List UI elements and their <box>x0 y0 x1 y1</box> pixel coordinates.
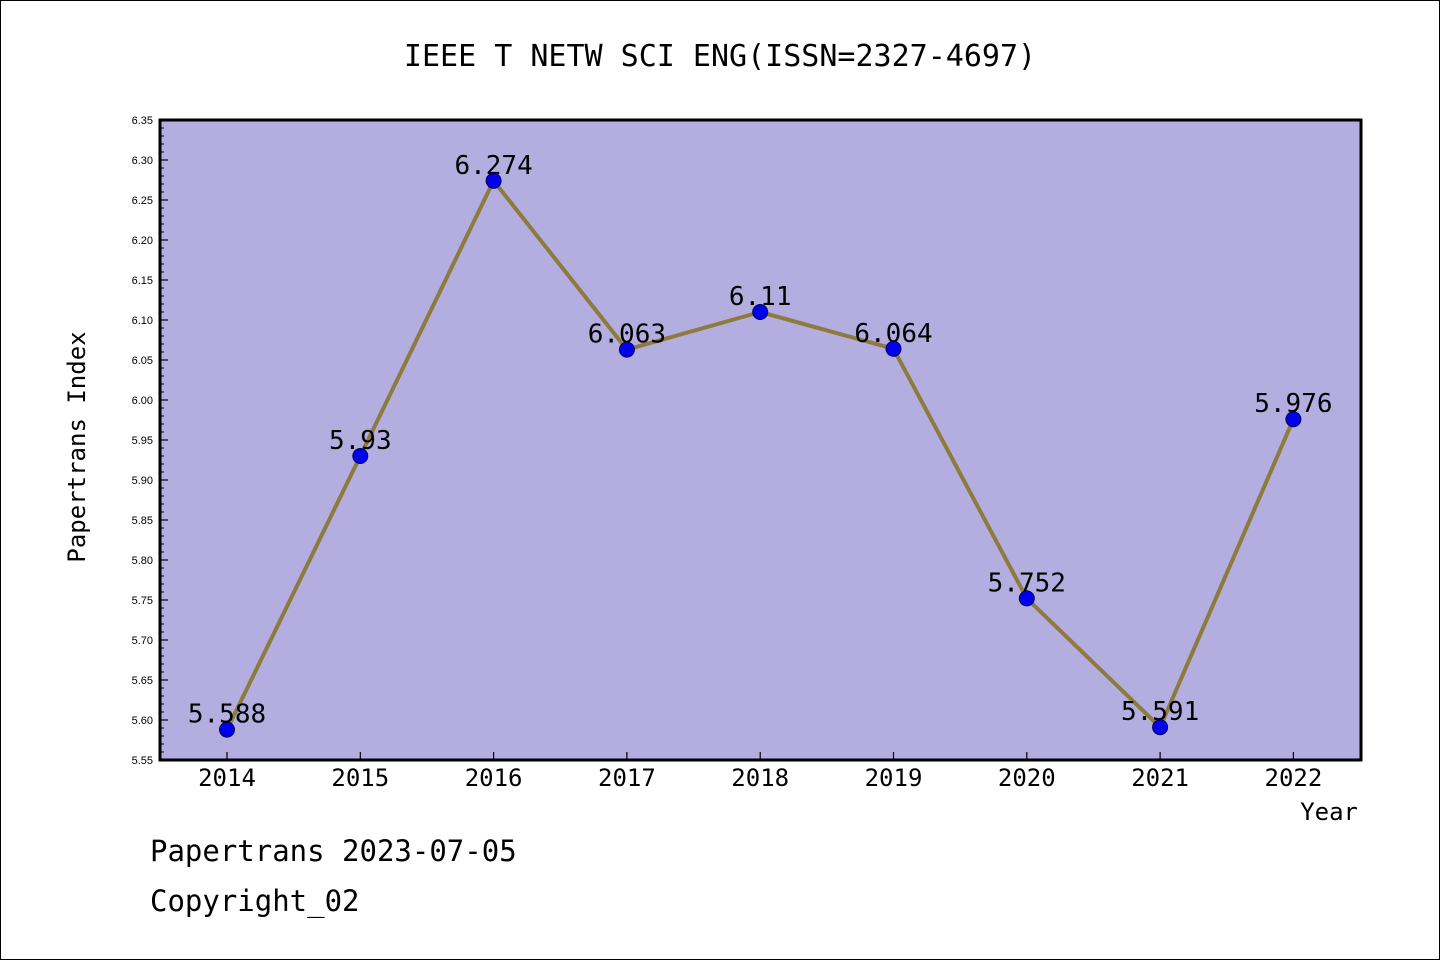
data-label: 6.063 <box>588 320 666 350</box>
data-label: 6.11 <box>729 282 792 312</box>
data-point <box>885 340 902 357</box>
y-tick-label: 5.75 <box>132 595 153 607</box>
chart-title: IEEE T NETW SCI ENG(ISSN=2327-4697) <box>404 39 1036 74</box>
y-axis-label: Papertrans Index <box>63 331 91 562</box>
y-tick-label: 5.85 <box>132 515 153 527</box>
x-tick-label: 2020 <box>998 764 1056 792</box>
y-tick-label: 5.80 <box>132 555 153 567</box>
plot-area <box>158 118 1363 762</box>
data-point <box>219 721 235 738</box>
y-tick-label: 6.10 <box>132 315 153 327</box>
data-point <box>1018 590 1035 607</box>
data-point <box>1285 411 1302 428</box>
x-tick-label: 2016 <box>465 764 523 792</box>
data-point <box>618 341 635 358</box>
data-label: 5.976 <box>1254 389 1332 419</box>
y-tick-label: 6.20 <box>132 235 153 247</box>
data-label: 5.752 <box>988 568 1066 598</box>
data-point <box>1152 719 1169 736</box>
y-tick-label: 6.30 <box>132 155 153 167</box>
x-axis-ticks: 2014 2015 2016 2017 2018 2019 2020 2021 2022 <box>198 752 1322 792</box>
x-tick-label: 2014 <box>198 764 256 792</box>
y-tick-label: 6.15 <box>132 275 153 287</box>
y-tick-label: 5.90 <box>132 475 153 487</box>
y-tick-label: 5.95 <box>132 435 153 447</box>
data-label: 6.274 <box>454 151 532 181</box>
x-tick-label: 2018 <box>731 764 789 792</box>
data-label: 5.93 <box>329 426 392 456</box>
y-tick-label: 6.05 <box>132 355 153 367</box>
y-tick-label: 6.25 <box>132 195 153 207</box>
x-tick-label: 2017 <box>598 764 656 792</box>
x-tick-label: 2022 <box>1265 764 1323 792</box>
x-axis-label: Year <box>1300 798 1358 826</box>
series-group: 5.588 5.93 6.274 6.063 6.11 6.064 5.752 5.591 5.… <box>188 151 1333 738</box>
footer-copyright: Copyright_02 <box>150 884 360 918</box>
y-tick-label: 5.70 <box>132 635 153 647</box>
x-tick-label: 2015 <box>331 764 389 792</box>
data-label: 5.591 <box>1121 697 1199 727</box>
data-point <box>485 172 502 189</box>
data-label: 6.064 <box>854 319 932 349</box>
y-tick-label: 6.35 <box>132 115 153 127</box>
x-tick-label: 2021 <box>1131 764 1189 792</box>
y-tick-label: 5.60 <box>132 715 153 727</box>
y-tick-label: 5.65 <box>132 675 153 687</box>
footer-date-stamp: Papertrans 2023-07-05 <box>150 834 517 868</box>
data-point <box>352 448 369 464</box>
x-tick-label: 2019 <box>865 764 923 792</box>
y-tick-label: 5.55 <box>132 755 153 767</box>
y-axis-ticks: 5.55 5.60 5.65 5.70 5.75 5.80 5.85 5.90 5.95 6.00… <box>132 115 168 767</box>
y-tick-label: 6.00 <box>132 395 153 407</box>
data-label: 5.588 <box>188 700 266 730</box>
data-point <box>752 304 769 320</box>
